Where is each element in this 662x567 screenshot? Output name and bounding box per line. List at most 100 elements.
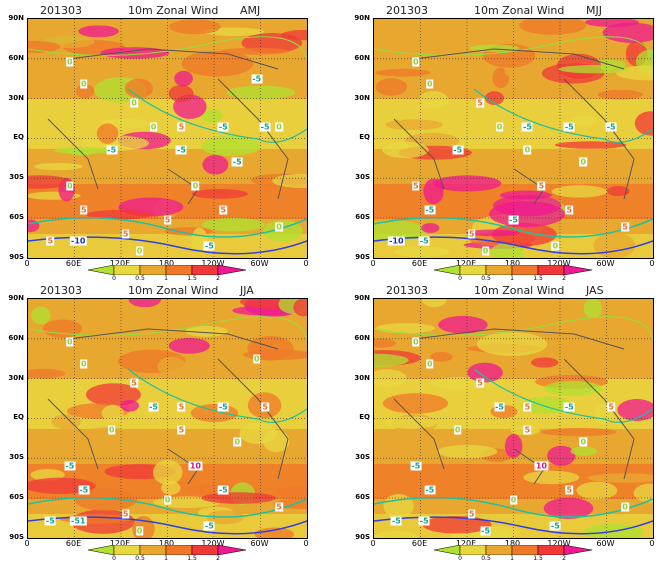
contour-label: 0 <box>509 495 518 505</box>
contour-label: 0 <box>191 181 200 191</box>
wind-region <box>422 299 447 308</box>
wind-region <box>191 227 208 254</box>
wind-region <box>467 362 503 383</box>
wind-region <box>30 306 51 325</box>
contour-label: 0 <box>579 437 588 447</box>
contour-label: -5 <box>424 485 436 495</box>
contour-label: -5 <box>251 74 263 84</box>
colorbar-label: 1.5 <box>187 555 197 562</box>
wind-region <box>489 243 525 258</box>
colorbar-label: 0.5 <box>135 275 145 282</box>
wind-region <box>587 473 653 483</box>
contour-label: 0 <box>80 79 88 89</box>
contour-label: 5 <box>523 425 532 435</box>
contour-label: 5 <box>80 205 88 215</box>
wind-region <box>520 396 573 414</box>
coastline <box>393 48 635 205</box>
contour-label: 5 <box>565 485 574 495</box>
x-tick-label: 120E <box>109 259 131 268</box>
contour-label: -5 <box>217 122 229 132</box>
y-tick-label: 30S <box>9 453 24 462</box>
y-tick-label: 60N <box>8 333 24 342</box>
contour-label: 0 <box>66 181 74 191</box>
colorbar-label: 2 <box>562 555 566 562</box>
colorbar-label: 0 <box>458 555 462 562</box>
colorbar <box>434 265 593 275</box>
colorbar-label: 0 <box>458 275 462 282</box>
contour-label: 5 <box>219 205 228 215</box>
contour-label: 5 <box>121 229 130 239</box>
y-tick-label: EQ <box>359 133 370 142</box>
contour-label: 0 <box>426 79 434 89</box>
coastline <box>47 328 289 485</box>
wind-region <box>374 220 427 243</box>
wind-region <box>34 162 83 171</box>
x-tick-label: 60W <box>596 539 615 548</box>
y-tick-label: 90N <box>8 294 24 302</box>
contour-label: 0 <box>426 359 434 369</box>
wind-region <box>191 189 248 199</box>
contour-line <box>28 216 307 238</box>
contour-label: 0 <box>453 425 462 435</box>
wind-region <box>437 444 498 459</box>
x-tick-label: 0 <box>649 539 655 548</box>
title-date: 201303 <box>40 4 82 17</box>
y-tick-label: EQ <box>359 413 370 422</box>
wind-region <box>152 459 183 485</box>
wind-region <box>394 246 450 258</box>
wind-region <box>80 135 149 151</box>
x-tick-label: 180 <box>158 259 175 268</box>
colorbar-label: 1.5 <box>533 275 543 282</box>
contour-label: -5 <box>605 122 617 132</box>
wind-region <box>484 91 505 105</box>
wind-region <box>554 141 627 149</box>
contour-label: -5 <box>452 145 464 155</box>
contour-label: 0 <box>481 246 490 256</box>
wind-region <box>547 445 576 466</box>
title-season: MJJ <box>586 4 602 17</box>
contour-label: 0 <box>275 122 283 132</box>
colorbar-label: 1 <box>164 555 168 562</box>
wind-region <box>418 91 449 109</box>
wind-region <box>599 146 622 167</box>
y-tick-label: 90S <box>355 532 370 541</box>
contour-label: -5 <box>231 157 243 167</box>
wind-region <box>374 338 396 348</box>
wind-region <box>385 119 443 131</box>
wind-region <box>100 47 170 59</box>
x-tick-label: 0 <box>303 259 309 268</box>
contour-line <box>127 88 307 143</box>
contour-label: -5 <box>480 526 492 536</box>
colorbar-label: 2 <box>216 555 220 562</box>
wind-region <box>51 414 81 430</box>
wind-region <box>602 22 653 43</box>
contour-label: 5 <box>476 98 484 108</box>
y-tick-label: 90S <box>9 252 24 261</box>
y-tick-label: 90N <box>354 14 370 22</box>
contour-label: -5 <box>217 485 229 495</box>
x-tick-label: 60W <box>250 259 269 268</box>
wind-region <box>101 404 124 422</box>
colorbar-label: 1 <box>164 275 168 282</box>
map-panel-amj: 201303 10m Zonal Wind AMJ 0 0 0 0 5 -5 -5 0 5 -5 -5 -5… <box>0 0 330 282</box>
contour-label: 0 <box>495 122 504 132</box>
contour-label: -5 <box>175 145 187 155</box>
colorbar <box>88 265 247 275</box>
contour-line <box>28 36 307 60</box>
contour-label: 5 <box>177 402 186 412</box>
wind-region <box>96 123 119 144</box>
x-tick-label: 120W <box>547 539 571 548</box>
contour-label: 0 <box>66 57 74 67</box>
y-tick-label: 60N <box>354 53 370 62</box>
wind-region <box>120 399 139 412</box>
title-date: 201303 <box>386 284 428 297</box>
map-panel-jja: 201303 10m Zonal Wind JJA 0 0 5 -5 5 0 5 -5 -5 -5 5 0 1… <box>0 280 330 562</box>
contour-line <box>374 216 653 238</box>
contour-line <box>374 316 653 340</box>
contour-label: -5 <box>64 461 76 471</box>
contour-label: 5 <box>607 402 615 412</box>
wind-region <box>200 109 223 123</box>
title-date: 201303 <box>386 4 428 17</box>
y-tick-label: 60S <box>9 213 24 221</box>
contour-label: 0 <box>523 145 532 155</box>
